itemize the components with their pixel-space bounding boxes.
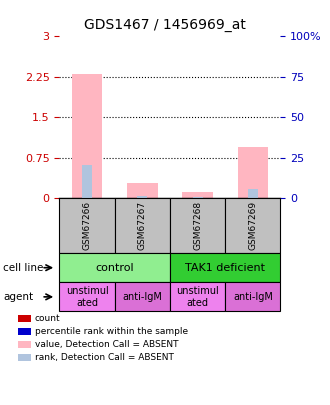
Bar bbox=[59, 282, 115, 311]
Bar bbox=[18, 315, 31, 322]
Bar bbox=[72, 74, 102, 198]
Text: TAK1 deficient: TAK1 deficient bbox=[185, 263, 265, 273]
Text: unstimul
ated: unstimul ated bbox=[176, 286, 219, 308]
Text: GSM67267: GSM67267 bbox=[138, 201, 147, 250]
Text: value, Detection Call = ABSENT: value, Detection Call = ABSENT bbox=[35, 340, 178, 349]
Bar bbox=[82, 165, 92, 198]
Text: count: count bbox=[35, 314, 60, 323]
Text: percentile rank within the sample: percentile rank within the sample bbox=[35, 327, 188, 336]
Bar bbox=[238, 147, 268, 198]
Bar bbox=[182, 192, 213, 198]
Text: agent: agent bbox=[3, 292, 33, 302]
Bar bbox=[18, 341, 31, 348]
Bar bbox=[225, 282, 280, 311]
Text: anti-IgM: anti-IgM bbox=[233, 292, 273, 302]
Text: GDS1467 / 1456969_at: GDS1467 / 1456969_at bbox=[84, 18, 246, 32]
Bar bbox=[170, 282, 225, 311]
Bar bbox=[248, 189, 258, 198]
Bar bbox=[18, 354, 31, 361]
Bar bbox=[127, 183, 157, 198]
Bar bbox=[193, 197, 203, 198]
Bar bbox=[59, 253, 170, 282]
Bar bbox=[115, 198, 170, 253]
Bar bbox=[170, 253, 280, 282]
Text: cell line: cell line bbox=[3, 263, 44, 273]
Text: unstimul
ated: unstimul ated bbox=[66, 286, 109, 308]
Bar bbox=[115, 282, 170, 311]
Bar bbox=[59, 198, 115, 253]
Text: GSM67268: GSM67268 bbox=[193, 201, 202, 250]
Bar bbox=[137, 196, 147, 198]
Text: anti-IgM: anti-IgM bbox=[122, 292, 162, 302]
Bar bbox=[170, 198, 225, 253]
Text: GSM67269: GSM67269 bbox=[248, 201, 257, 250]
Bar bbox=[18, 328, 31, 335]
Text: GSM67266: GSM67266 bbox=[82, 201, 91, 250]
Text: control: control bbox=[95, 263, 134, 273]
Text: rank, Detection Call = ABSENT: rank, Detection Call = ABSENT bbox=[35, 353, 174, 362]
Bar bbox=[225, 198, 280, 253]
